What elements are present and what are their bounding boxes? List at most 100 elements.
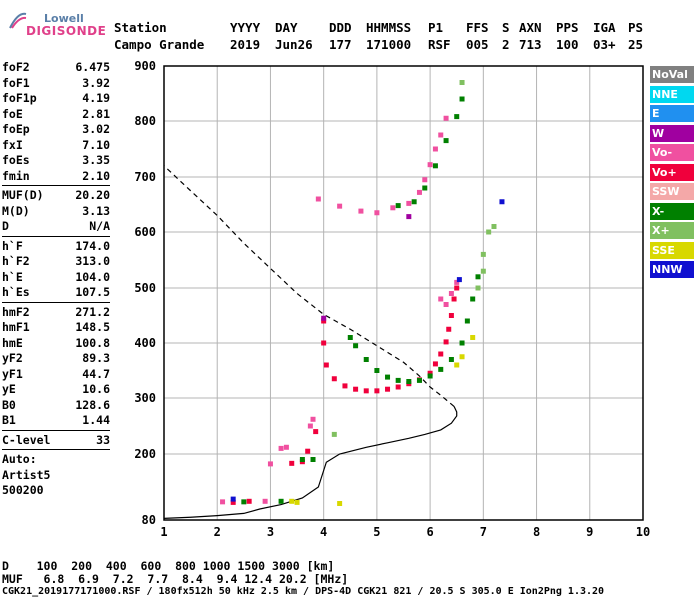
- echo-point-vo: [432, 361, 438, 367]
- param-name: yE: [2, 382, 16, 396]
- x-tick-label: 2: [214, 525, 221, 539]
- param-name: foE: [2, 106, 23, 121]
- legend-item-e: E: [650, 105, 694, 122]
- param-row: hmF2 271.2: [2, 305, 110, 321]
- header-value-pps: 100: [556, 37, 579, 52]
- x-tick-label: 6: [426, 525, 433, 539]
- param-value: 3.02: [82, 122, 110, 136]
- param-name: h`F2: [2, 254, 30, 268]
- echo-point-x: [475, 285, 481, 291]
- x-tick-label: 1: [160, 525, 167, 539]
- echo-point-vo: [443, 339, 449, 345]
- echo-point-x: [395, 377, 401, 383]
- footer-file-info: CGK21_2019177171000.RSF / 180fx512h 50 k…: [2, 586, 605, 597]
- header-value-ffs: 005: [466, 37, 489, 52]
- param-row: foF1 3.92: [2, 76, 110, 92]
- param-name: foF1: [2, 75, 30, 90]
- echo-point-vo: [313, 429, 319, 435]
- echo-point-x: [475, 274, 481, 280]
- echo-point-vo: [446, 326, 452, 332]
- echo-point-w: [321, 315, 327, 321]
- legend-item-nne: NNE: [650, 85, 694, 103]
- y-tick-label: 400: [134, 336, 156, 350]
- echo-point-sse: [289, 498, 295, 504]
- header-value-day: Jun26: [275, 37, 313, 52]
- echo-point-vo: [438, 296, 444, 302]
- echo-point-x: [480, 268, 486, 274]
- param-value: 6.475: [75, 60, 110, 74]
- echo-point-vo: [246, 498, 252, 504]
- param-row: hmF1 148.5: [2, 320, 110, 336]
- param-name: h`F: [2, 238, 23, 253]
- param-name: hmF1: [2, 320, 30, 334]
- echo-point-vo: [342, 383, 348, 389]
- logo-mark-icon: [9, 12, 27, 29]
- echo-point-x: [427, 373, 433, 379]
- echo-point-vo: [416, 189, 422, 195]
- param-value: 2.81: [82, 106, 110, 121]
- param-value: 3.92: [82, 75, 110, 90]
- digisonde-logo: Lowell DIGISONDE: [4, 6, 107, 46]
- y-tick-label: 80: [142, 513, 156, 527]
- legend-item-ssw: SSW: [650, 183, 694, 200]
- logo-text-lowell: Lowell: [44, 12, 84, 25]
- x-tick-label: 8: [533, 525, 540, 539]
- param-row: h`E 104.0: [2, 270, 110, 286]
- param-row: foF2 6.475: [2, 60, 110, 76]
- echo-point-vo: [374, 388, 380, 394]
- echo-point-vo: [427, 162, 433, 168]
- param-row: C-level 33: [2, 433, 110, 449]
- echo-point-x: [278, 498, 284, 504]
- echo-point-vo: [321, 318, 327, 324]
- param-row: fmin 2.10: [2, 169, 110, 185]
- x-tick-label: 9: [586, 525, 593, 539]
- echo-point-x: [464, 318, 470, 324]
- param-name: MUF(D): [2, 188, 44, 202]
- param-row: foF1p 4.19: [2, 91, 110, 107]
- header-label-p1: P1: [428, 20, 444, 35]
- params-divider: [2, 185, 110, 186]
- echo-point-sse: [337, 501, 343, 506]
- echo-point-x: [411, 199, 417, 205]
- header-label-pps: PPS: [556, 20, 579, 35]
- echo-point-vo: [267, 461, 273, 467]
- params-divider: [2, 301, 110, 303]
- header-value-s: 2: [502, 37, 510, 52]
- echo-point-vo: [278, 445, 284, 451]
- header-label-day: DAY: [275, 20, 298, 35]
- param-row: foEp 3.02: [2, 122, 110, 138]
- echo-point-vo: [305, 448, 311, 454]
- echo-point-vo: [427, 370, 433, 376]
- echo-point-x: [241, 499, 247, 505]
- param-name: D: [2, 219, 9, 233]
- param-row: h`F 174.0: [2, 239, 110, 255]
- logo-text-digisonde: DIGISONDE: [26, 24, 107, 38]
- header-value-axn: 713: [519, 37, 542, 52]
- params-group-frequencies: foF2 6.475 foF1 3.92 foF1p 4.19 foE 2.81 foE…: [2, 60, 110, 184]
- param-name: foF2: [2, 60, 30, 74]
- auto-line: Artist5: [2, 467, 51, 482]
- header-value-p1: RSF: [428, 37, 451, 52]
- legend-item-x: X-: [650, 202, 694, 220]
- param-row: MUF(D) 20.20: [2, 188, 110, 204]
- param-value: 128.6: [75, 397, 110, 412]
- echo-point-vo: [337, 203, 343, 209]
- param-row: B0 128.6: [2, 398, 110, 414]
- echo-point-x: [459, 80, 465, 85]
- param-row: M(D) 3.13: [2, 204, 110, 220]
- param-value: 271.2: [75, 304, 110, 319]
- param-row: h`F2 313.0: [2, 254, 110, 270]
- params-group-profile: hmF2 271.2 hmF1 148.5 hmE 100.8 yF2 89.3 yF1…: [2, 305, 110, 429]
- params-group-virtual-heights: h`F 174.0 h`F2 313.0 h`E 104.0 h`Es 107.5: [2, 239, 110, 301]
- param-row: D N/A: [2, 219, 110, 235]
- param-name: yF1: [2, 366, 23, 381]
- param-row: foE 2.81: [2, 107, 110, 123]
- echo-point-x: [310, 457, 316, 462]
- y-tick-label: 700: [134, 170, 156, 184]
- profile-solid-line: [163, 406, 458, 519]
- param-value: 44.7: [82, 366, 110, 381]
- echo-point-x: [395, 203, 401, 209]
- param-row: yF1 44.7: [2, 367, 110, 383]
- echo-point-vo: [230, 499, 236, 505]
